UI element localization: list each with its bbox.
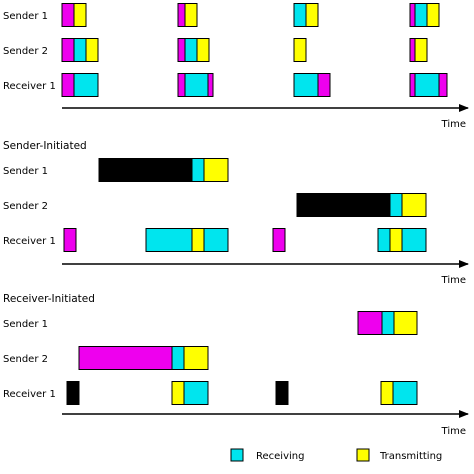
receiving-block: [73, 38, 87, 62]
beacon-block: [61, 73, 75, 97]
receiving-block: [293, 3, 307, 27]
beacon-block: [409, 3, 416, 27]
transmitting-block: [191, 228, 205, 252]
beacon-block: [272, 228, 286, 252]
row-label: Sender 1: [3, 166, 48, 177]
beacon-block: [207, 73, 214, 97]
receiving-block: [183, 381, 209, 405]
receiving-block: [145, 228, 193, 252]
beacon-block: [317, 73, 331, 97]
transmitting-block: [380, 381, 394, 405]
receiving-block: [191, 158, 205, 182]
transmitting-block: [401, 193, 427, 217]
receiving-block: [171, 346, 185, 370]
receiving-block: [184, 38, 198, 62]
beacon-block: [177, 3, 186, 27]
row-label: Receiver 1: [3, 389, 56, 400]
row-label: Sender 1: [3, 319, 48, 330]
receiving-block: [293, 73, 319, 97]
row-label: Sender 2: [3, 201, 48, 212]
beacon-block: [177, 38, 186, 62]
transmitting-block: [184, 3, 198, 27]
transmitting-block: [73, 3, 87, 27]
beacon-block: [61, 3, 75, 27]
transmitting-legend-swatch: [356, 448, 370, 462]
backoff-block: [296, 193, 391, 217]
receiving-block: [184, 73, 209, 97]
transmitting-block: [305, 3, 319, 27]
backoff-block: [98, 158, 193, 182]
legend: Receiving Transmitting: [230, 448, 442, 462]
time-axis-label: Time: [441, 426, 466, 437]
receiving-legend-label: Receiving: [256, 451, 304, 462]
beacon-block: [61, 38, 75, 62]
transmitting-block: [171, 381, 185, 405]
beacon-block: [63, 228, 77, 252]
panel-title: Receiver-Initiated: [3, 293, 95, 305]
beacon-block: [177, 73, 186, 97]
receiving-block: [414, 73, 440, 97]
transmitting-block: [183, 346, 209, 370]
receiving-block: [377, 228, 391, 252]
panel-2: Sender-Initiated Sender 1 Sender 2 Receiver…: [3, 140, 469, 286]
time-axis-label: Time: [441, 119, 466, 130]
transmitting-block: [203, 158, 229, 182]
beacon-block: [409, 38, 416, 62]
row-label: Sender 1: [3, 11, 48, 22]
transmitting-block: [196, 38, 210, 62]
backoff-block: [66, 381, 80, 405]
beacon-block: [409, 73, 416, 97]
receiving-block: [203, 228, 229, 252]
transmitting-block: [85, 38, 99, 62]
transmitting-block: [393, 311, 418, 335]
receiving-block: [401, 228, 427, 252]
receiving-block: [414, 3, 428, 27]
row-label: Sender 2: [3, 46, 48, 57]
transmitting-block: [426, 3, 440, 27]
receiving-block: [73, 73, 99, 97]
transmitting-block: [414, 38, 428, 62]
time-axis-label: Time: [441, 275, 466, 286]
beacon-block: [357, 311, 383, 335]
panel-title: Sender-Initiated: [3, 140, 87, 152]
receiving-legend-swatch: [230, 448, 244, 462]
panel-3: Receiver-Initiated Sender 1 Sender 2 Receiv…: [3, 293, 469, 437]
beacon-block: [438, 73, 448, 97]
transmitting-block: [293, 38, 307, 62]
receiving-block: [381, 311, 395, 335]
row-label: Sender 2: [3, 354, 48, 365]
backoff-block: [275, 381, 289, 405]
transmitting-legend-label: Transmitting: [379, 451, 442, 462]
panel-1: Sender 1 Sender 2 Receiver 1 Time: [3, 3, 469, 130]
row-label: Receiver 1: [3, 81, 56, 92]
beacon-block: [78, 346, 173, 370]
receiving-block: [389, 193, 403, 217]
transmitting-block: [389, 228, 403, 252]
row-label: Receiver 1: [3, 236, 56, 247]
receiving-block: [392, 381, 418, 405]
